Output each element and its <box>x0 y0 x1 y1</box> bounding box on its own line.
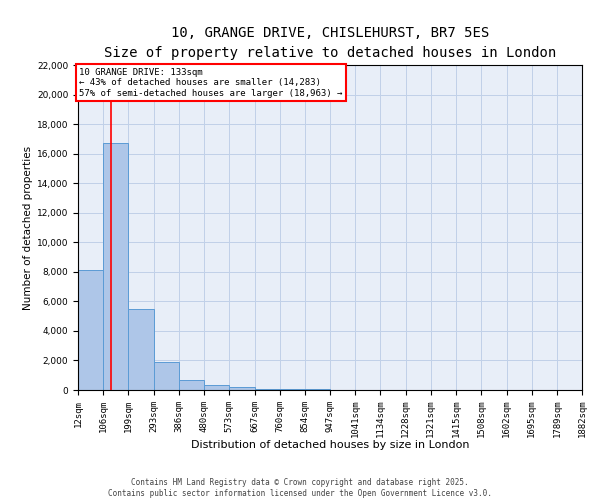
Bar <box>103 144 128 390</box>
Bar <box>78 270 103 390</box>
Bar <box>229 387 254 390</box>
Y-axis label: Number of detached properties: Number of detached properties <box>23 146 32 310</box>
Bar <box>280 389 305 390</box>
Bar <box>154 362 179 390</box>
Title: 10, GRANGE DRIVE, CHISLEHURST, BR7 5ES
Size of property relative to detached hou: 10, GRANGE DRIVE, CHISLEHURST, BR7 5ES S… <box>104 26 556 60</box>
Text: 10 GRANGE DRIVE: 133sqm
← 43% of detached houses are smaller (14,283)
57% of sem: 10 GRANGE DRIVE: 133sqm ← 43% of detache… <box>79 68 343 98</box>
Bar <box>204 385 229 390</box>
Bar <box>254 388 280 390</box>
X-axis label: Distribution of detached houses by size in London: Distribution of detached houses by size … <box>191 440 469 450</box>
Bar <box>128 308 154 390</box>
Bar <box>179 380 204 390</box>
Text: Contains HM Land Registry data © Crown copyright and database right 2025.
Contai: Contains HM Land Registry data © Crown c… <box>108 478 492 498</box>
